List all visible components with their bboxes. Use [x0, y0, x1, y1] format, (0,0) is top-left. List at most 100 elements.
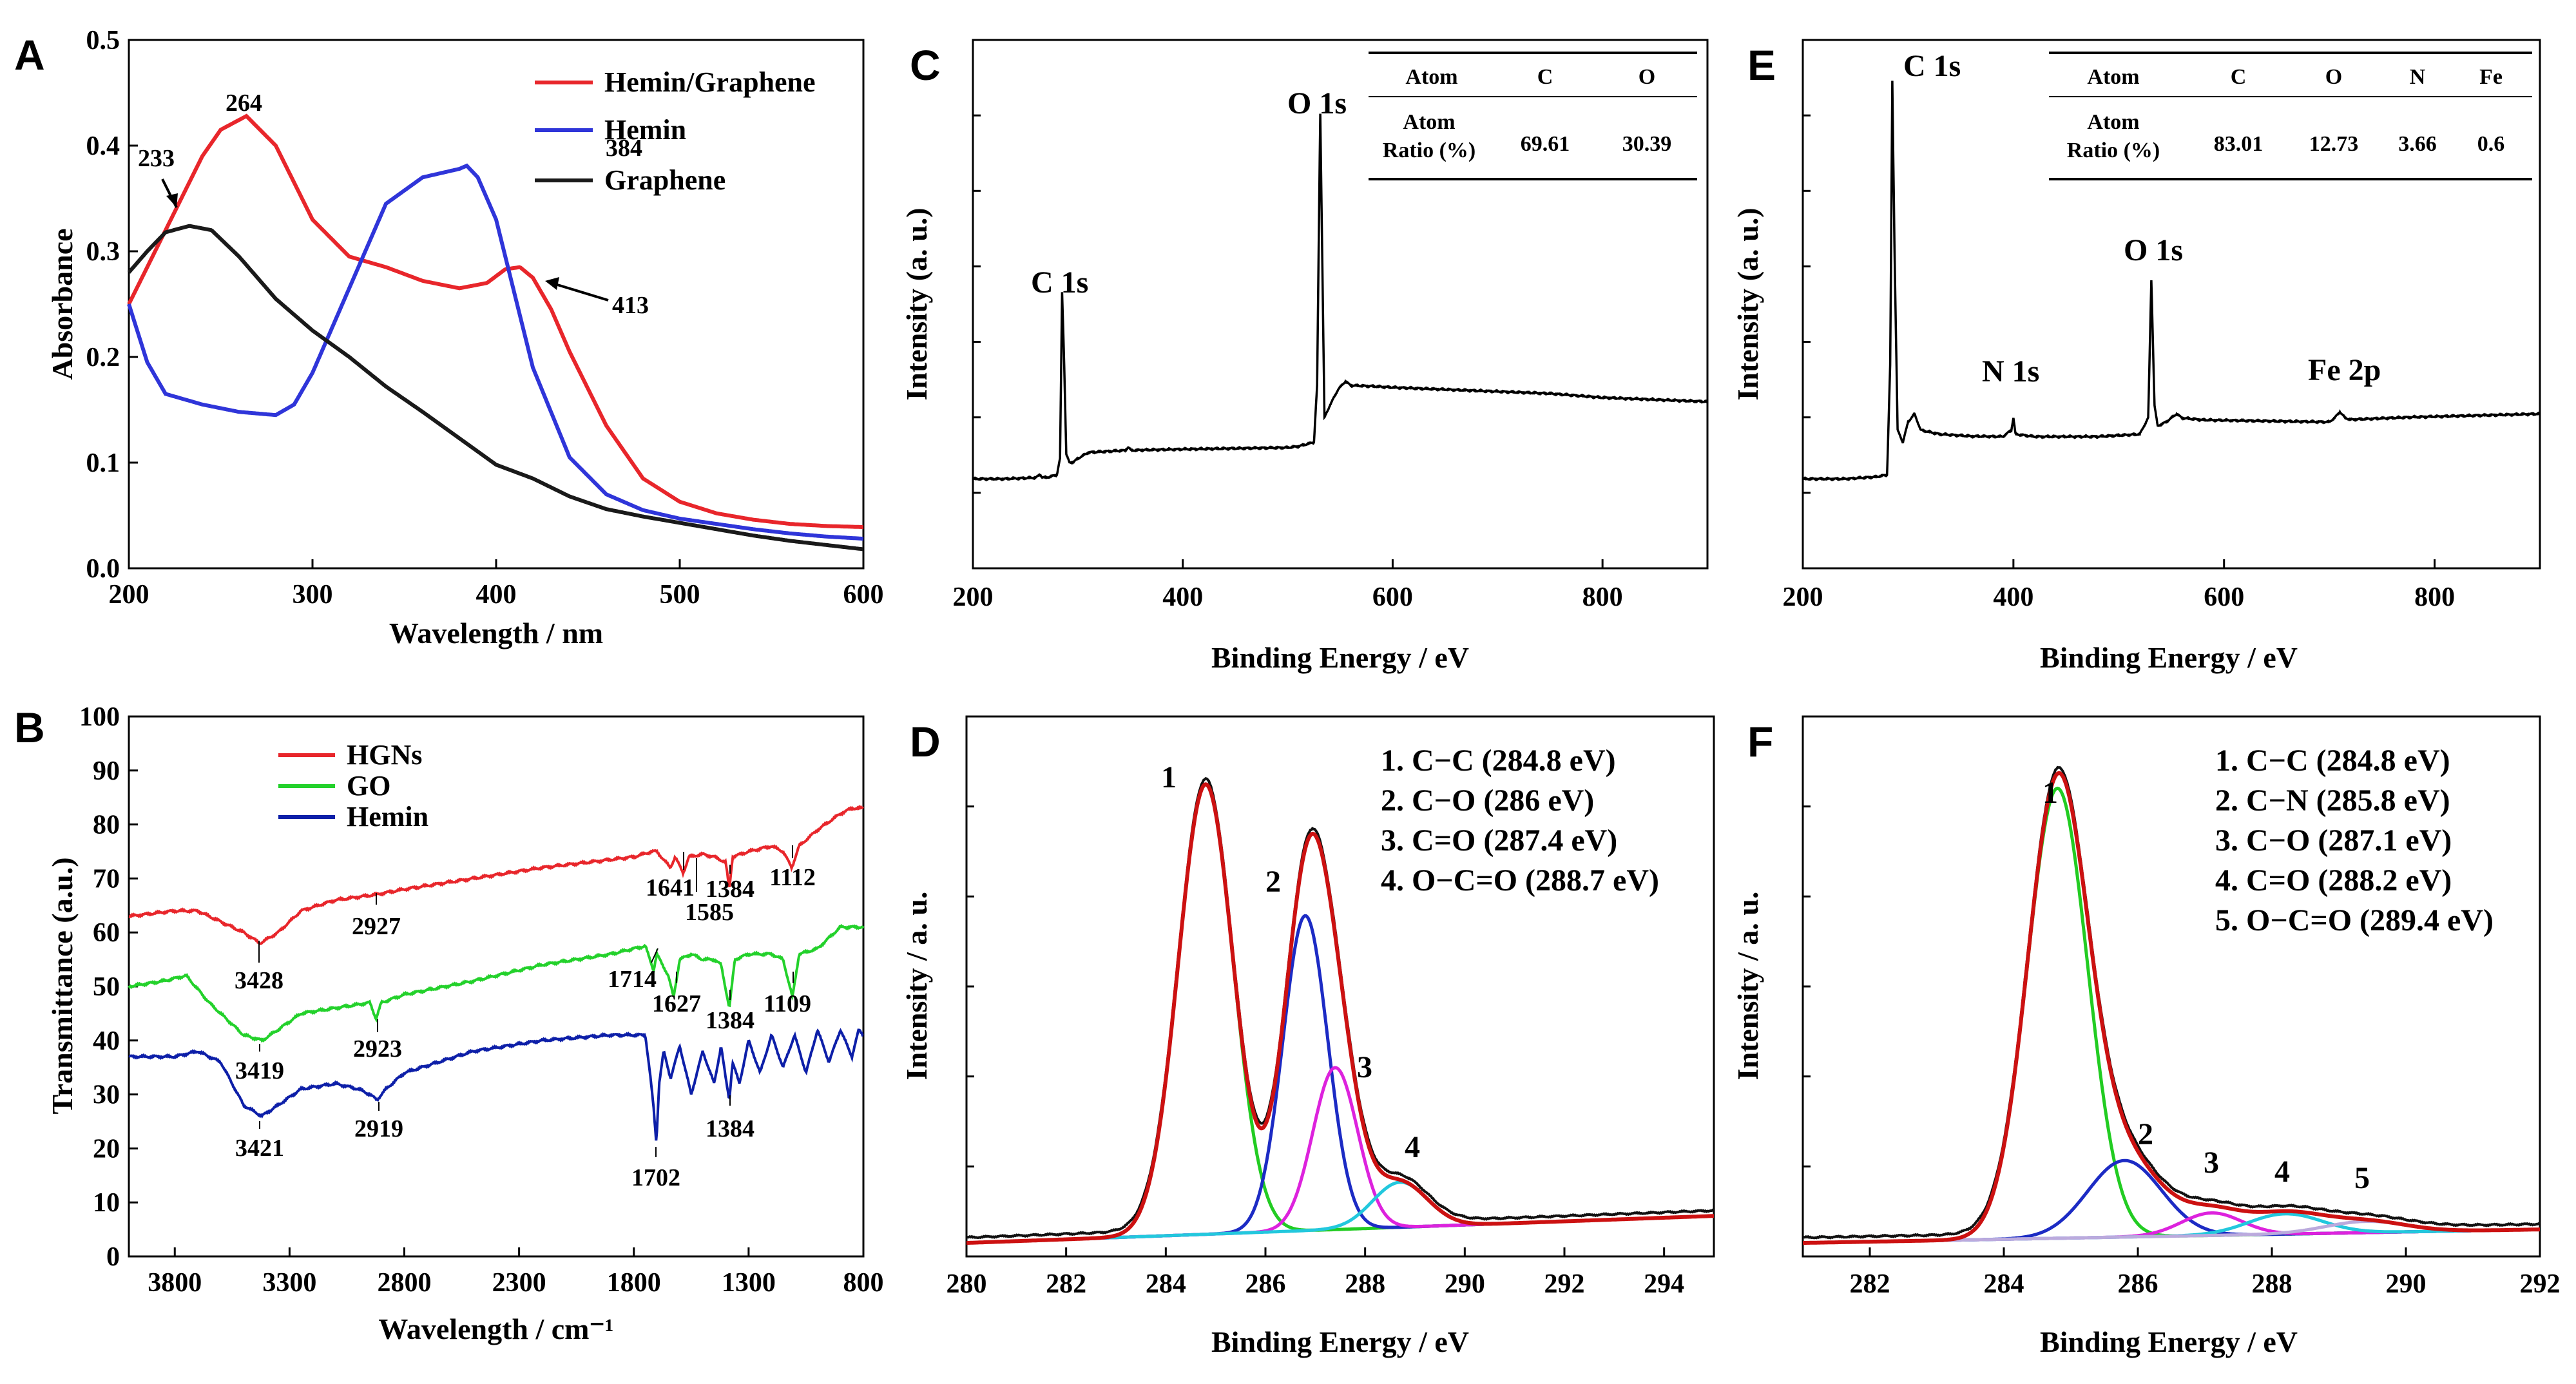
annotation-2927: 2927: [352, 913, 401, 940]
table-e-value-fe: 0.6: [2477, 132, 2505, 156]
y-tick-label: 0: [106, 1242, 120, 1272]
x-axis-label-f: Binding Energy / eV: [2040, 1325, 2298, 1358]
annotation-1702: 1702: [631, 1164, 680, 1191]
y-axis-label-a: Absorbance: [46, 228, 79, 380]
x-tick-label: 288: [1345, 1269, 1385, 1299]
series-line-graphene: [127, 224, 864, 552]
legend-hgns: HGNs: [347, 739, 422, 771]
legend-hemin: Hemin: [604, 114, 686, 146]
x-tick-label: 3300: [262, 1268, 316, 1298]
y-tick-label: 60: [93, 918, 120, 948]
series-line-hemin: [128, 1028, 864, 1141]
peak-number-d-1: 1: [1161, 760, 1177, 794]
x-tick-label: 600: [1372, 582, 1413, 612]
y-tick-label: 70: [93, 864, 120, 894]
peak-label-o1s-c: O 1s: [1287, 86, 1347, 120]
leader-1714: [651, 948, 658, 963]
y-tick-label: 100: [79, 702, 120, 732]
annotation-2919: 2919: [354, 1115, 403, 1142]
x-tick-label: 2300: [492, 1268, 546, 1298]
x-tick-label: 300: [293, 580, 333, 610]
table-e-row-label-1: Atom: [2087, 110, 2139, 134]
panel-e: E 200 400 600 800 Binding Energy / eV Inten…: [1731, 39, 2541, 674]
legend-graphene: Graphene: [604, 164, 726, 196]
series-line-go: [128, 923, 865, 1043]
annotation-413: 413: [612, 292, 649, 319]
y-tick-label: 30: [93, 1081, 120, 1110]
fit-peak-c-o: [966, 1066, 1714, 1245]
series-line-xps-survey: [1802, 81, 2541, 482]
x-tick-label: 282: [1850, 1269, 1890, 1299]
peak-label-c1s-c: C 1s: [1031, 265, 1088, 300]
x-axis-label-e: Binding Energy / eV: [2040, 641, 2298, 674]
x-tick-label: 800: [843, 1268, 884, 1298]
annotation-1109: 1109: [764, 990, 811, 1017]
panel-label-d: D: [910, 718, 941, 765]
y-axis-label-e: Intensity (a. u.): [1731, 207, 1764, 400]
annotation-384: 384: [606, 135, 642, 162]
series-line-xps-survey: [972, 113, 1709, 482]
y-axis-label-c: Intensity (a. u.): [900, 207, 933, 400]
table-e-header-fe: Fe: [2479, 65, 2503, 89]
x-axis-label-b: Wavelength / cm⁻¹: [378, 1312, 613, 1345]
raw-spectrum-line: [1802, 765, 2541, 1240]
legend-f-5: 5. O−C=O (289.4 eV): [2215, 903, 2494, 937]
table-e-header-c: C: [2231, 65, 2247, 89]
annotation-2923: 2923: [353, 1035, 402, 1062]
series-line-hgns: [128, 805, 865, 946]
x-tick-label: 600: [2204, 582, 2244, 612]
x-tick-label: 3800: [148, 1268, 202, 1298]
y-tick-label: 0.4: [86, 131, 120, 161]
x-tick-label: 800: [2414, 582, 2455, 612]
annotation-3419: 3419: [235, 1057, 284, 1084]
peak-number-f-3: 3: [2204, 1146, 2219, 1180]
peak-label-c1s-e: C 1s: [1903, 49, 1961, 83]
x-tick-label: 200: [953, 582, 994, 612]
table-c-value-o: 30.39: [1622, 132, 1672, 156]
y-tick-label: 10: [93, 1188, 120, 1218]
table-c-header-atom: Atom: [1405, 65, 1457, 89]
x-tick-label: 292: [1544, 1269, 1585, 1299]
fit-envelope-line: [1803, 771, 2540, 1245]
table-e-value-n: 3.66: [2398, 132, 2437, 156]
table-c-header-o: O: [1639, 65, 1655, 89]
y-tick-label: 80: [93, 811, 120, 840]
annotation-1112: 1112: [769, 864, 816, 891]
table-c-row-label-1: Atom: [1403, 110, 1455, 134]
fit-envelope-line: [966, 782, 1714, 1245]
y-tick-label: 90: [93, 756, 120, 786]
table-c-header-c: C: [1537, 65, 1553, 89]
panel-f: F 282 284 286 288 290 292 Binding Energy / eV…: [1731, 715, 2561, 1358]
y-tick-label: 0.1: [86, 448, 120, 478]
y-tick-label: 0.2: [86, 343, 120, 372]
x-tick-label: 286: [2118, 1269, 2158, 1299]
peak-label-n1s-e: N 1s: [1982, 354, 2039, 389]
annotation-1384-go: 1384: [706, 1007, 755, 1034]
y-axis-label-d: Intensity / a. u.: [900, 892, 933, 1081]
peak-number-d-4: 4: [1405, 1130, 1420, 1164]
table-e-value-c: 83.01: [2214, 132, 2264, 156]
peak-label-o1s-e: O 1s: [2124, 233, 2183, 267]
legend-f-3: 3. C−O (287.1 eV): [2215, 823, 2452, 858]
panel-label-f: F: [1747, 718, 1773, 765]
x-tick-label: 290: [1445, 1269, 1485, 1299]
peak-number-f-4: 4: [2274, 1155, 2290, 1189]
x-tick-label: 1300: [722, 1268, 776, 1298]
panel-b: B 3800 3300 2800 2300 1800 1300 800 0 10 20 30 40 50…: [14, 702, 884, 1345]
peak-number-f-5: 5: [2354, 1161, 2370, 1195]
arrow-413: [548, 281, 609, 302]
peak-number-d-3: 3: [1357, 1050, 1372, 1084]
annotation-1714: 1714: [608, 966, 657, 993]
table-e-value-o: 12.73: [2309, 132, 2359, 156]
x-tick-label: 294: [1644, 1269, 1684, 1299]
legend-d-3: 3. C=O (287.4 eV): [1381, 823, 1617, 858]
peak-number-f-2: 2: [2138, 1117, 2153, 1151]
annotation-3421: 3421: [235, 1135, 284, 1162]
annotation-1585: 1585: [685, 899, 734, 926]
annotation-264: 264: [226, 90, 262, 117]
y-tick-label: 0.5: [86, 26, 120, 55]
legend-hemin-graphene: Hemin/Graphene: [604, 66, 816, 98]
panel-d: D 280 282 284 286 288 290 292 294 Binding Energ…: [900, 715, 1715, 1358]
x-tick-label: 200: [1783, 582, 1823, 612]
